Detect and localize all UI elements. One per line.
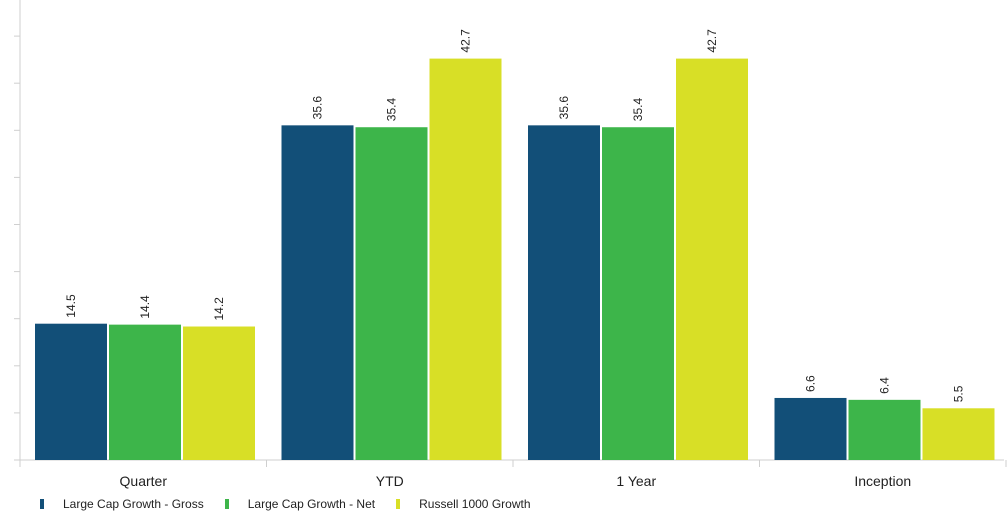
legend-item-gross[interactable]: Large Cap Growth - Gross xyxy=(40,497,204,511)
bar xyxy=(281,125,354,460)
bar xyxy=(774,397,847,460)
legend-label-gross: Large Cap Growth - Gross xyxy=(63,497,204,511)
bar-value-label: 14.2 xyxy=(212,297,226,321)
bar-value-label: 35.6 xyxy=(557,96,571,120)
legend-swatch-gross xyxy=(40,499,44,509)
bar xyxy=(355,127,428,460)
bar xyxy=(922,408,995,460)
legend-swatch-net xyxy=(224,499,229,509)
legend-item-net[interactable]: Large Cap Growth - Net xyxy=(224,497,376,511)
bar-value-label: 35.6 xyxy=(311,96,325,120)
bar-value-label: 6.4 xyxy=(878,377,892,394)
x-tick-label: Quarter xyxy=(120,473,168,489)
bar xyxy=(528,125,600,460)
bar xyxy=(35,323,107,460)
bar xyxy=(429,58,502,460)
bar-group xyxy=(35,58,995,460)
x-tick-label: 1 Year xyxy=(616,473,656,489)
bar-value-label: 35.4 xyxy=(385,98,399,122)
x-tick-label: Inception xyxy=(854,473,911,489)
bar xyxy=(848,399,921,460)
legend-label-russell: Russell 1000 Growth xyxy=(419,497,531,511)
legend-label-net: Large Cap Growth - Net xyxy=(247,497,376,511)
category-labels: Quarter YTD 1 Year Inception xyxy=(120,473,912,489)
bar-value-label: 5.5 xyxy=(952,385,966,402)
bar-value-label: 42.7 xyxy=(705,29,719,53)
bar-value-label: 14.5 xyxy=(64,294,78,318)
bar xyxy=(602,127,674,460)
legend-item-russell[interactable]: Russell 1000 Growth xyxy=(396,497,531,511)
bar-value-label: 42.7 xyxy=(459,29,473,53)
bar xyxy=(183,326,255,460)
y-axis xyxy=(14,0,21,461)
bar xyxy=(676,58,748,460)
value-labels: 14.5 14.4 14.2 35.6 35.4 42.7 35.6 35.4 42.7 6.6 6… xyxy=(64,29,966,402)
x-axis xyxy=(19,459,1007,467)
legend-swatch-russell xyxy=(396,499,401,509)
legend: Large Cap Growth - Gross Large Cap Growt… xyxy=(40,497,552,511)
bar xyxy=(109,324,181,460)
bar-value-label: 14.4 xyxy=(138,295,152,319)
bar-value-label: 35.4 xyxy=(631,98,645,122)
x-tick-label: YTD xyxy=(376,473,404,489)
bar-value-label: 6.6 xyxy=(804,375,818,392)
